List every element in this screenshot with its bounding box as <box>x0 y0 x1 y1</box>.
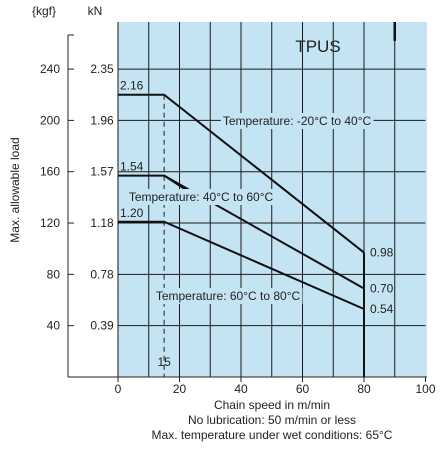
y-axis-title: Max. allowable load <box>8 137 22 242</box>
series-end-label: 0.54 <box>370 302 394 316</box>
series-line-1 <box>118 93 365 254</box>
x-tick-label: 60 <box>296 382 310 396</box>
series-name-label: Temperature: -20°C to 40°C <box>223 114 372 128</box>
unit-left-label: {kgf} <box>32 4 56 18</box>
series-2-stub <box>163 174 187 191</box>
x-axis-title: Chain speed in m/min <box>214 398 330 412</box>
chart-title: TPUS <box>295 37 340 56</box>
y-tick-label-kn: 0.39 <box>90 319 114 333</box>
y-tick-label-kn: 1.18 <box>90 216 114 230</box>
y-tick-label-kgf: 200 <box>40 113 60 127</box>
series-name-label: Temperature: 40°C to 60°C <box>129 190 274 204</box>
series-end-label: 0.98 <box>370 246 394 260</box>
y-tick-label-kgf: 160 <box>40 165 60 179</box>
series-name-label-bg <box>126 189 276 205</box>
series-start-label: 1.20 <box>120 206 144 220</box>
axis-ticks <box>68 68 426 382</box>
y-tick-label-kn: 0.78 <box>90 267 114 281</box>
x-tick-label: 100 <box>415 382 435 396</box>
y-tick-label-kgf: 120 <box>40 216 60 230</box>
series-end-label: 0.70 <box>370 281 394 295</box>
note-wet-temperature: Max. temperature under wet conditions: 6… <box>152 428 393 442</box>
x-tick-label: 40 <box>234 382 248 396</box>
series-name-label-bg <box>220 113 374 129</box>
x-tick-label: 20 <box>173 382 187 396</box>
note-lubrication: No lubrication: 50 m/min or less <box>188 413 356 427</box>
y-tick-label-kgf: 240 <box>40 62 60 76</box>
series-start-label: 2.16 <box>120 79 144 93</box>
x-tick-label: 0 <box>115 382 122 396</box>
series-start-label: 1.54 <box>120 160 144 174</box>
y-tick-label-kgf: 40 <box>47 319 61 333</box>
series-lines <box>118 93 365 310</box>
y-tick-label-kn: 1.96 <box>90 113 114 127</box>
series-name-label: Temperature: 60°C to 80°C <box>156 289 301 303</box>
y-tick-label-kn: 1.57 <box>90 165 114 179</box>
series-line-3 <box>118 220 365 310</box>
unit-right-label: kN <box>88 4 103 18</box>
y-tick-label-kgf: 80 <box>47 267 61 281</box>
x-tick-label: 80 <box>357 382 371 396</box>
series-labels: 2.16 0.98 1.54 0.70 1.20 0.54 Temperature: -20… <box>120 79 394 316</box>
speed-15-label: 15 <box>157 355 171 369</box>
series-name-label-bg <box>153 288 303 304</box>
y-tick-label-kn: 2.35 <box>90 62 114 76</box>
